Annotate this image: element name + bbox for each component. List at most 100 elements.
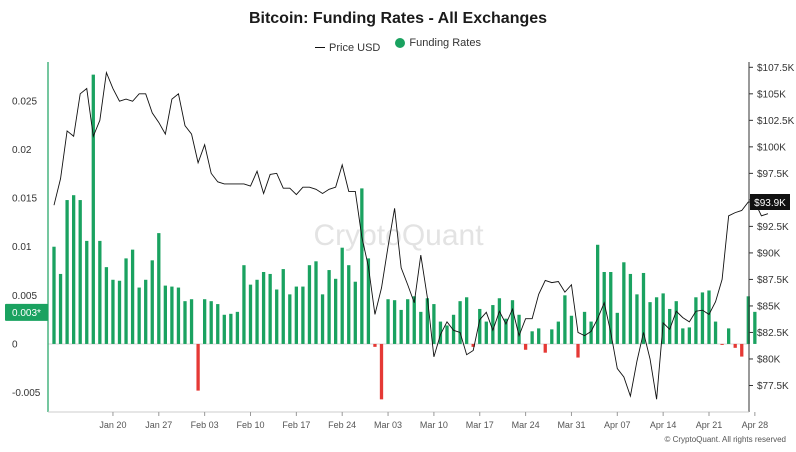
funding-bar: [366, 258, 371, 344]
funding-bar: [635, 294, 639, 344]
funding-bar: [713, 321, 718, 344]
legend-price[interactable]: Price USD: [315, 42, 380, 54]
funding-bar: [556, 321, 560, 344]
funding-bar: [720, 343, 724, 345]
x-tick-label: Apr 14: [650, 420, 677, 430]
y-right-tick-label: $77.5K: [757, 381, 789, 392]
funding-bar: [654, 297, 659, 344]
funding-bar: [222, 314, 226, 344]
funding-bar: [288, 294, 292, 344]
funding-bar: [209, 301, 213, 344]
funding-bar: [510, 300, 515, 344]
funding-bar: [399, 309, 403, 344]
funding-bar: [144, 279, 148, 344]
y-right-tick-label: $90K: [757, 248, 781, 259]
funding-bar: [307, 265, 312, 344]
x-tick-label: Feb 24: [328, 420, 356, 430]
y-left-tick-label: 0.015: [12, 194, 37, 205]
funding-bar: [189, 299, 194, 344]
funding-bar: [543, 343, 547, 353]
funding-bar: [563, 295, 567, 344]
funding-bar: [419, 311, 423, 344]
funding-bar: [478, 308, 482, 344]
funding-bar: [648, 302, 652, 344]
funding-bar: [746, 296, 750, 344]
funding-bar: [229, 313, 233, 344]
funding-bar: [294, 286, 298, 344]
funding-bar: [687, 327, 691, 344]
funding-bar: [150, 260, 154, 344]
x-tick-label: Apr 07: [604, 420, 631, 430]
funding-bar: [72, 195, 76, 344]
funding-bar: [589, 321, 593, 344]
funding-bar: [242, 265, 246, 344]
x-tick-label: Jan 27: [145, 420, 172, 430]
x-tick-label: Apr 21: [696, 420, 723, 430]
funding-bar: [432, 304, 436, 344]
y-right-tick-label: $82.5K: [757, 328, 789, 339]
funding-bar: [216, 304, 220, 344]
y-left-tick-label: 0.02: [12, 145, 32, 156]
funding-bar: [183, 301, 187, 344]
funding-bar: [523, 343, 528, 350]
funding-bar: [504, 318, 508, 344]
legend-funding[interactable]: Funding Rates: [395, 37, 481, 49]
funding-bar: [386, 299, 390, 344]
price-line: [53, 70, 769, 400]
funding-bar: [622, 262, 626, 344]
x-tick-label: Apr 28: [742, 420, 769, 430]
y-right-tick-label: $97.5K: [757, 169, 789, 180]
y-right-tick-label: $87.5K: [757, 275, 789, 286]
chart-title: Bitcoin: Funding Rates - All Exchanges: [248, 10, 548, 27]
funding-bar: [248, 284, 253, 344]
funding-bar: [497, 298, 502, 344]
y-right-tick-label: $107.5K: [757, 63, 795, 74]
funding-bar: [203, 299, 207, 344]
funding-bar: [668, 308, 672, 344]
funding-bar: [550, 329, 554, 344]
funding-bar: [576, 343, 580, 358]
y-right-tick-label: $100K: [757, 142, 786, 153]
funding-bar: [314, 261, 318, 344]
funding-bar: [406, 299, 410, 344]
funding-bar: [681, 328, 685, 344]
y-right-tick-label: $102.5K: [757, 116, 795, 127]
funding-bar: [235, 311, 240, 344]
funding-bar: [104, 267, 109, 344]
funding-bar: [596, 244, 600, 344]
funding-bar: [740, 343, 744, 357]
funding-bar: [733, 343, 737, 348]
funding-bar: [52, 246, 56, 344]
y-left-tick-label: 0: [12, 339, 18, 350]
legend-dot-swatch: [395, 38, 406, 48]
current-price-label: $93.9K: [754, 198, 786, 209]
funding-bar: [58, 273, 63, 344]
funding-bar: [353, 281, 357, 344]
funding-bar: [609, 272, 613, 344]
funding-bar: [275, 289, 279, 344]
funding-bar: [753, 311, 757, 344]
funding-bar: [641, 272, 646, 344]
funding-bar: [438, 321, 443, 344]
y-right-tick-label: $92.5K: [757, 222, 789, 233]
funding-bar: [615, 312, 619, 344]
funding-bar: [65, 200, 69, 344]
funding-bar: [117, 280, 122, 344]
funding-bar: [694, 297, 698, 344]
funding-bar: [727, 328, 731, 344]
legend-line-swatch: [315, 47, 326, 48]
funding-bar: [347, 265, 351, 344]
copyright-text: © CryptoQuant. All rights reserved: [665, 435, 787, 444]
funding-bar: [91, 74, 95, 344]
x-tick-label: Jan 20: [99, 420, 126, 430]
legend: Price USD Funding Rates: [0, 37, 796, 54]
funding-bar: [458, 301, 462, 344]
legend-funding-label: Funding Rates: [409, 37, 481, 49]
y-left-tick-label: 0.025: [12, 96, 37, 107]
funding-bar: [569, 315, 574, 344]
funding-bar: [491, 305, 495, 344]
funding-bar: [340, 247, 344, 344]
funding-bar: [425, 298, 429, 344]
funding-bar: [196, 343, 200, 391]
funding-bar: [379, 343, 384, 400]
